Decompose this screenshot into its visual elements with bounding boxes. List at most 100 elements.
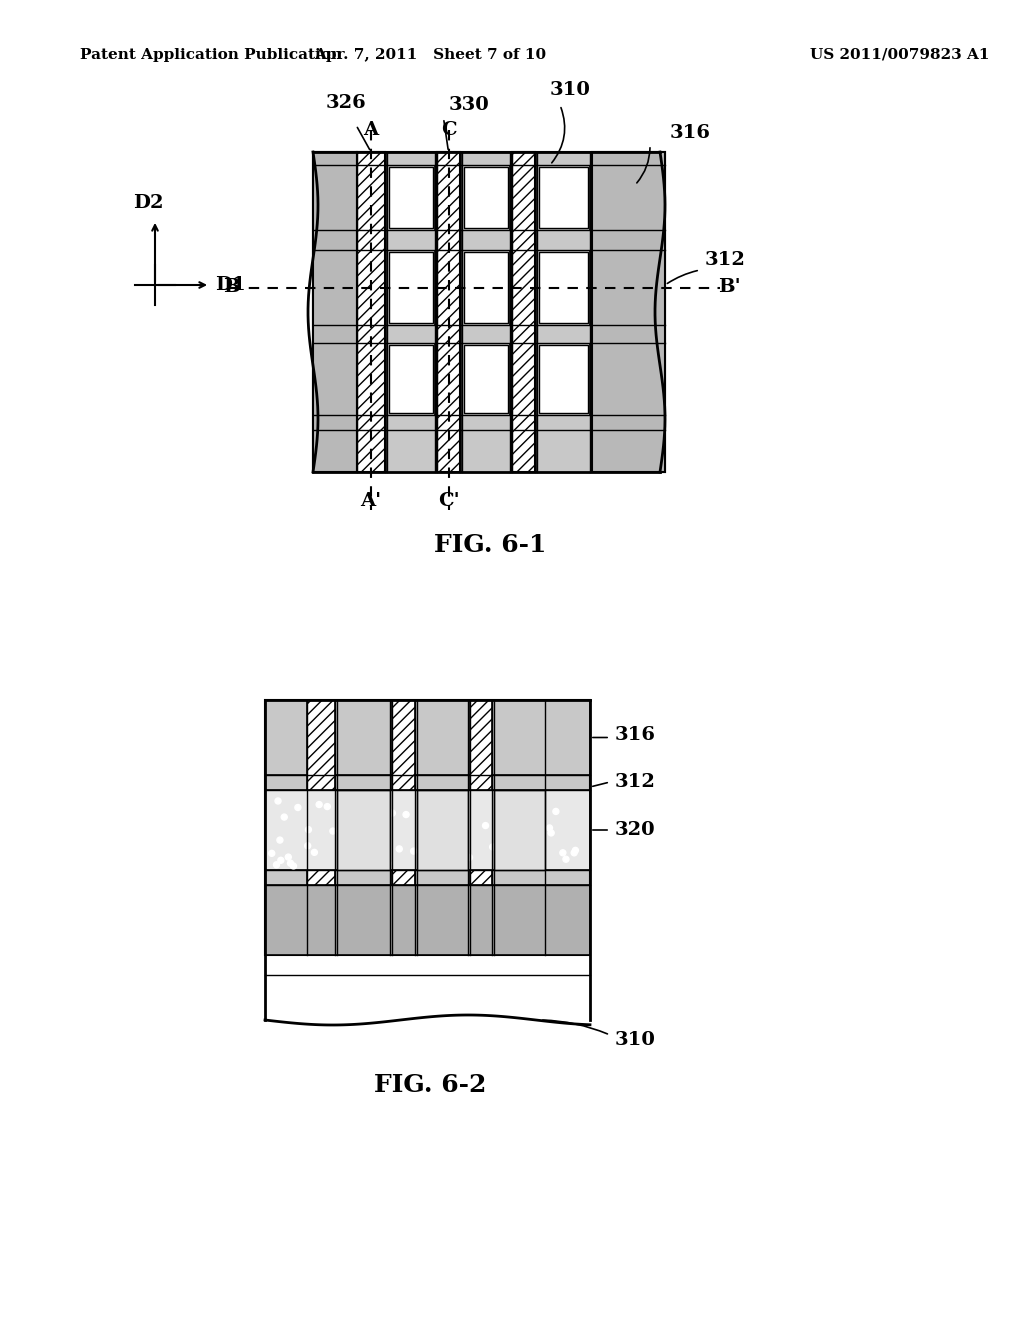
Circle shape <box>385 861 391 866</box>
Circle shape <box>276 837 283 843</box>
Bar <box>313 430 357 473</box>
Circle shape <box>563 857 569 862</box>
Bar <box>465 346 507 412</box>
Bar <box>265 884 590 954</box>
Circle shape <box>547 825 553 832</box>
Bar <box>464 252 508 323</box>
Bar <box>465 253 507 322</box>
Circle shape <box>311 849 317 855</box>
Text: 310: 310 <box>550 81 591 99</box>
Bar <box>313 230 357 249</box>
Circle shape <box>330 828 336 834</box>
Bar <box>390 253 432 322</box>
Circle shape <box>507 832 513 837</box>
Text: 320: 320 <box>615 821 655 840</box>
Bar <box>313 414 357 430</box>
Circle shape <box>305 826 311 833</box>
Bar <box>357 152 385 473</box>
Circle shape <box>520 804 526 809</box>
Bar <box>464 168 508 228</box>
Bar <box>437 152 460 473</box>
Bar <box>387 152 435 165</box>
Circle shape <box>389 810 395 816</box>
Bar <box>537 152 590 473</box>
Circle shape <box>560 850 566 855</box>
Circle shape <box>316 801 323 808</box>
Bar <box>494 789 545 870</box>
Circle shape <box>497 837 503 843</box>
Circle shape <box>411 849 417 854</box>
Bar <box>387 414 435 473</box>
Bar <box>265 700 590 954</box>
Bar <box>387 325 435 343</box>
Bar <box>313 152 357 473</box>
Bar <box>462 152 510 473</box>
Circle shape <box>295 804 301 810</box>
Text: 326: 326 <box>326 94 367 112</box>
Text: A: A <box>364 121 379 139</box>
Circle shape <box>529 805 536 812</box>
Bar <box>389 168 433 228</box>
Circle shape <box>571 850 578 855</box>
Circle shape <box>432 821 437 828</box>
Circle shape <box>498 834 504 841</box>
Circle shape <box>403 812 409 817</box>
Circle shape <box>528 816 535 822</box>
Bar <box>389 345 433 413</box>
Text: D2: D2 <box>133 194 163 213</box>
Circle shape <box>286 854 291 861</box>
Bar <box>540 168 587 227</box>
Circle shape <box>548 830 554 836</box>
Text: 316: 316 <box>670 124 711 143</box>
Bar <box>265 789 590 870</box>
Text: C: C <box>440 121 457 139</box>
Circle shape <box>439 804 445 809</box>
Text: D1: D1 <box>215 276 246 294</box>
Text: FIG. 6-2: FIG. 6-2 <box>374 1073 486 1097</box>
Circle shape <box>482 822 488 829</box>
Bar <box>265 975 590 1020</box>
Bar <box>313 152 665 473</box>
Text: 310: 310 <box>615 1031 656 1049</box>
Circle shape <box>510 826 516 833</box>
Circle shape <box>339 796 345 801</box>
Circle shape <box>459 803 464 809</box>
Bar <box>592 152 665 473</box>
Bar <box>313 325 357 343</box>
Circle shape <box>510 805 516 810</box>
Circle shape <box>365 814 371 820</box>
Text: B': B' <box>718 279 740 297</box>
Circle shape <box>273 862 280 867</box>
Bar <box>357 152 385 473</box>
Bar <box>392 700 415 954</box>
Circle shape <box>291 863 297 869</box>
Bar <box>512 152 535 473</box>
Bar <box>539 345 588 413</box>
Circle shape <box>553 808 559 814</box>
Bar <box>539 168 588 228</box>
Bar <box>265 975 590 1020</box>
Bar <box>437 152 460 473</box>
Bar <box>357 152 385 473</box>
Bar <box>537 325 590 343</box>
Circle shape <box>396 846 402 851</box>
Circle shape <box>305 842 310 849</box>
Circle shape <box>278 857 284 863</box>
Bar <box>387 152 435 473</box>
Circle shape <box>539 836 545 842</box>
Circle shape <box>572 847 579 853</box>
Bar <box>462 152 510 165</box>
Circle shape <box>288 861 294 866</box>
Circle shape <box>366 829 371 834</box>
Bar <box>540 253 587 322</box>
Circle shape <box>456 858 462 865</box>
Bar <box>537 230 590 249</box>
Bar <box>390 168 432 227</box>
Circle shape <box>460 800 466 807</box>
Bar <box>465 168 507 227</box>
Text: 312: 312 <box>615 774 656 791</box>
Bar <box>437 152 460 473</box>
Text: 316: 316 <box>615 726 656 744</box>
Bar <box>462 325 510 343</box>
Circle shape <box>489 843 496 850</box>
